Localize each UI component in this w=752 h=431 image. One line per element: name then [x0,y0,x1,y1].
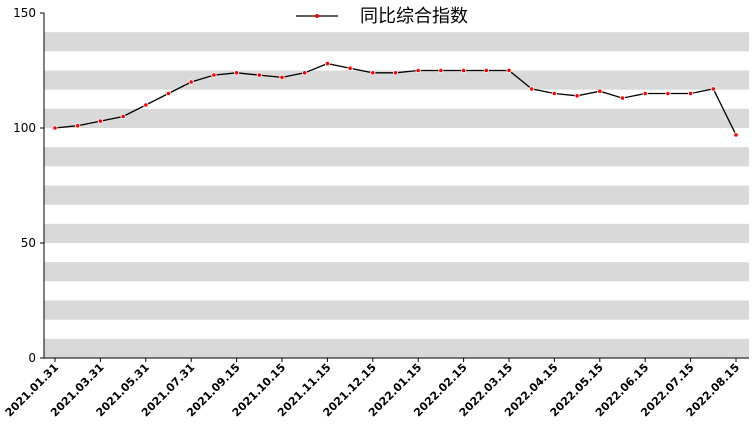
point [529,86,535,92]
point [574,93,580,99]
y-tick-label: 0 [28,351,36,365]
legend-marker [315,14,319,18]
point [302,70,308,76]
point [52,125,58,131]
point [188,79,194,85]
stripe [44,32,749,52]
point [551,90,558,97]
point [619,95,626,101]
stripe [44,147,749,167]
y-tick-label: 50 [21,236,36,250]
point [483,67,489,74]
point [460,67,467,74]
point [143,102,149,108]
stripe [44,70,749,90]
legend-label: 同比综合指数 [360,6,468,27]
point [438,67,444,74]
point [733,132,739,138]
point [665,90,671,97]
point [279,74,285,81]
point [234,70,240,76]
point [370,70,376,76]
point [324,60,330,67]
point [165,90,172,97]
point [120,113,126,120]
point [506,67,512,74]
point [710,86,716,92]
stripe [44,338,749,358]
stripe [44,185,749,205]
legend: 同比综合指数 [296,6,468,27]
point [347,65,353,71]
stripe [44,262,749,282]
point [415,67,421,74]
y-tick-label: 100 [13,121,36,135]
point [75,123,81,129]
point [97,118,104,124]
point [597,88,603,94]
stripe [44,223,749,243]
point [211,72,217,78]
y-tick-label: 150 [13,6,36,20]
background-stripes [44,32,749,358]
point [687,90,694,97]
stripe [44,300,749,320]
point [642,90,648,97]
stripe [44,108,749,128]
point [392,70,399,76]
point [256,72,262,78]
